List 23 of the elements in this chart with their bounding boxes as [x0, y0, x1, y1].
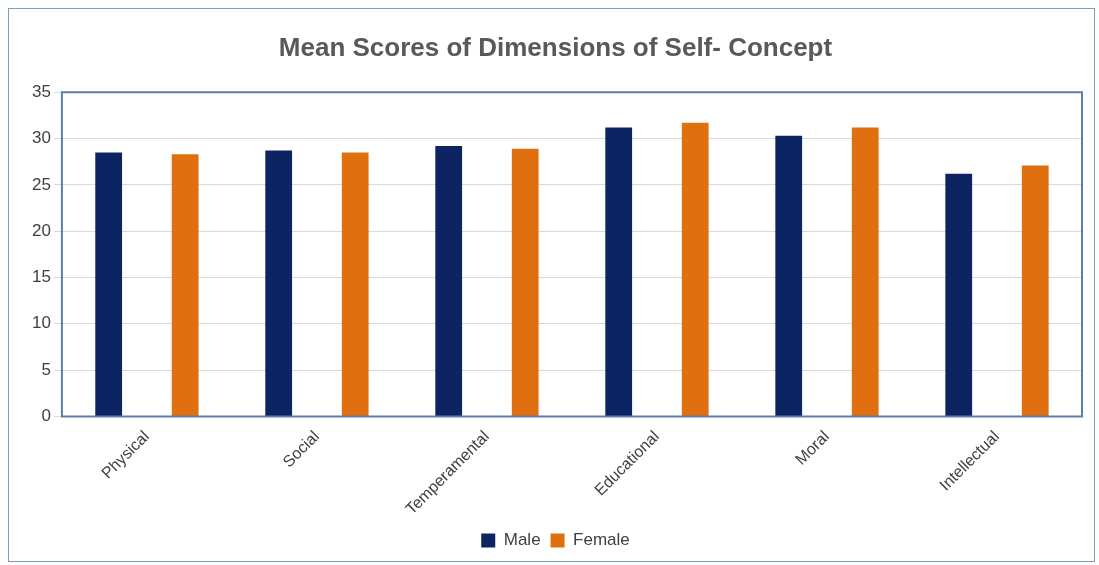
bar: [681, 122, 709, 416]
bar: [851, 127, 879, 416]
y-tick-label: 20: [31, 220, 51, 240]
y-tick-label: 0: [41, 406, 51, 426]
bar: [775, 135, 803, 416]
y-tick-label: 5: [41, 359, 51, 379]
bar: [605, 127, 633, 416]
y-tick-label: 10: [31, 313, 51, 333]
bar: [95, 152, 123, 416]
legend-label: Male: [503, 530, 541, 550]
chart-title: Mean Scores of Dimensions of Self- Concept: [278, 31, 833, 62]
y-tick-label: 15: [31, 267, 51, 287]
legend-label: Female: [573, 530, 630, 550]
bar: [511, 148, 539, 416]
bar: [945, 173, 973, 416]
bar: [265, 150, 293, 416]
y-tick-label: 35: [31, 81, 51, 101]
y-tick-label: 30: [31, 128, 51, 148]
bar: [341, 152, 369, 416]
bar: [435, 145, 463, 416]
y-tick-label: 25: [31, 174, 51, 194]
bar: [171, 154, 199, 416]
bar: [1021, 165, 1049, 416]
